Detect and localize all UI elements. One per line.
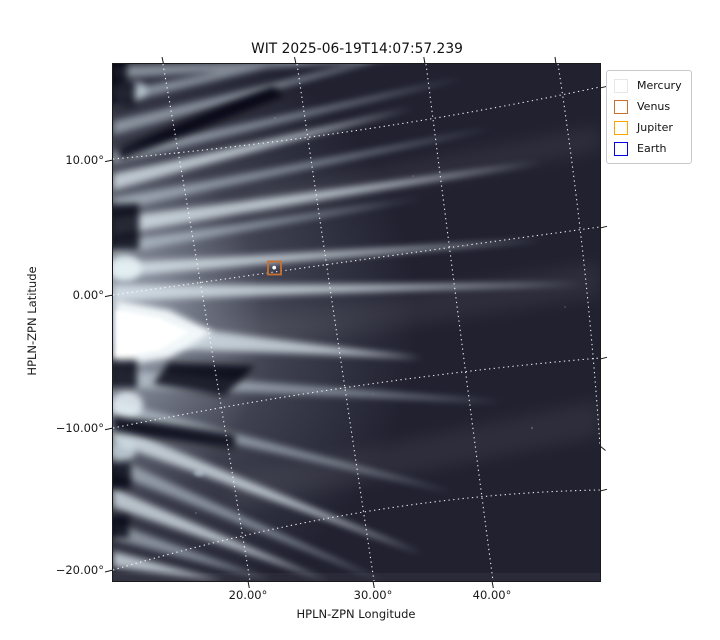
legend-label-mercury: Mercury <box>637 79 682 92</box>
solar-wind-image <box>113 64 600 581</box>
y-tick-label-neg20: −20.00° <box>55 563 104 577</box>
y-tick-label-10: 10.00° <box>65 153 104 167</box>
legend-item-venus: Venus <box>614 96 682 117</box>
venus-point-source <box>272 265 277 270</box>
dark-lanes <box>113 64 283 538</box>
venus-marker-square-icon <box>267 260 282 276</box>
x-axis-label: HPLN-ZPN Longitude <box>296 607 416 621</box>
x-tick-label-30: 30.00° <box>353 588 393 602</box>
y-axis-label: HPLN-ZPN Latitude <box>25 266 39 376</box>
y-tick-label-0: 0.00° <box>72 288 104 302</box>
legend-item-jupiter: Jupiter <box>614 117 682 138</box>
streamer-fan-bright <box>113 108 583 581</box>
bright-streamer-blob <box>115 300 213 366</box>
legend-label-earth: Earth <box>637 142 667 155</box>
earth-marker-icon <box>614 141 628 156</box>
mercury-marker-icon <box>614 78 628 93</box>
x-tick-label-40: 40.00° <box>472 588 512 602</box>
coordinate-grid <box>113 64 600 581</box>
plot-area <box>112 63 601 582</box>
legend: Mercury Venus Jupiter Earth <box>606 70 692 164</box>
faint-stars <box>195 117 566 514</box>
legend-item-earth: Earth <box>614 138 682 159</box>
legend-item-mercury: Mercury <box>614 75 682 96</box>
plot-title: WIT 2025-06-19T14:07:57.239 <box>251 41 463 57</box>
legend-label-venus: Venus <box>637 100 671 113</box>
legend-label-jupiter: Jupiter <box>637 121 673 134</box>
image-layer <box>113 64 600 581</box>
x-tick-label-20: 20.00° <box>228 588 268 602</box>
jupiter-marker-icon <box>614 120 628 135</box>
fuzzy-dot <box>194 469 204 477</box>
y-tick-label-neg10: −10.00° <box>55 421 104 435</box>
venus-marker-icon <box>614 99 628 114</box>
venus-marker <box>267 260 282 276</box>
